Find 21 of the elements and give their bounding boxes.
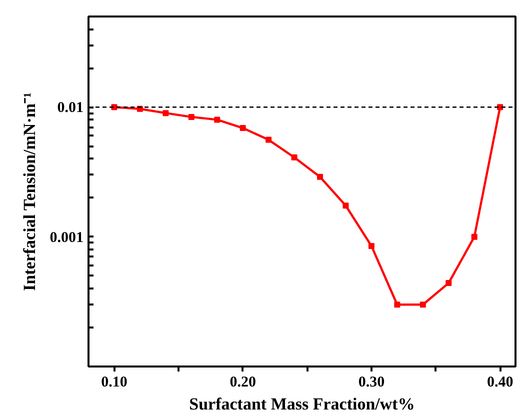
point — [446, 280, 452, 286]
point — [214, 116, 220, 123]
point — [291, 154, 298, 160]
point — [342, 202, 349, 209]
x-tick-label: 0.20 — [230, 374, 256, 390]
point — [368, 242, 374, 249]
point — [266, 136, 272, 143]
point — [240, 125, 246, 132]
point — [394, 302, 400, 308]
point — [420, 302, 426, 308]
x-tick-label: 0.30 — [358, 374, 385, 390]
y-axis-title: Interfacial Tension/mN·m⁻¹ — [20, 92, 39, 291]
x-tick-label: 0.40 — [486, 374, 514, 390]
point — [188, 114, 194, 120]
x-tick-label: 0.10 — [101, 374, 128, 390]
point — [162, 110, 169, 116]
y-tick-label: 0.001 — [50, 230, 84, 246]
point — [471, 234, 478, 240]
y-tick-label: 0.01 — [57, 100, 84, 116]
point — [317, 174, 324, 180]
x-axis-title: Surfactant Mass Fraction/wt% — [189, 394, 415, 414]
